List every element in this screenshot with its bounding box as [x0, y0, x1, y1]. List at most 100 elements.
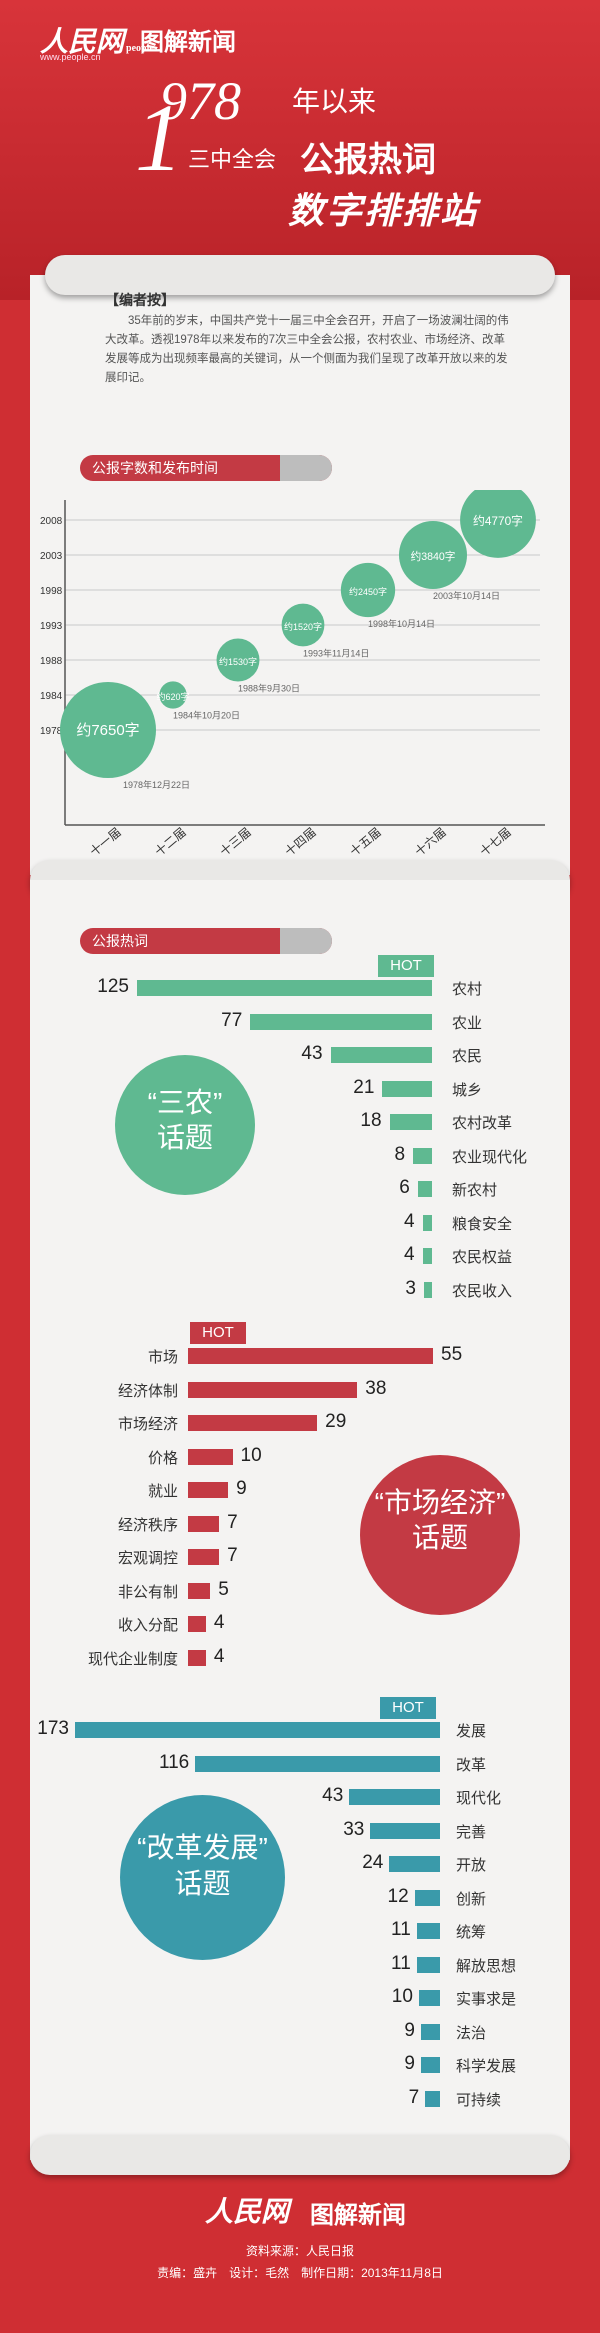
- bubble: [216, 638, 260, 682]
- bar-label: 农村: [452, 981, 483, 998]
- bar-value: 33: [343, 1818, 365, 1840]
- bubble: [159, 681, 187, 709]
- bar: [188, 1515, 220, 1532]
- bar-value: 7: [408, 2086, 420, 2108]
- bubble-label: 约7650字: [76, 722, 139, 739]
- y-tick: 1978: [40, 726, 63, 737]
- bar: [416, 1956, 440, 1973]
- bar-value: 9: [236, 1478, 247, 1499]
- hot-badge: HOT: [380, 1697, 436, 1719]
- bar-label: 经济秩序: [117, 1516, 178, 1534]
- bar: [413, 1147, 432, 1164]
- bar-value: 55: [441, 1344, 463, 1365]
- bar: [188, 1482, 229, 1498]
- bar-label: 市场经济: [117, 1416, 178, 1433]
- x-tick: 十五届: [347, 825, 384, 859]
- bar: [349, 1789, 440, 1805]
- hot-badge: HOT: [378, 955, 434, 977]
- bar-value: 10: [391, 1986, 413, 2007]
- bar-label: 农村改革: [452, 1115, 513, 1132]
- bubble: [398, 520, 468, 590]
- bar-value: 43: [322, 1785, 344, 1806]
- bar-label: 农民: [452, 1048, 483, 1065]
- y-tick: 1998: [40, 586, 63, 597]
- x-tick: 十七届: [477, 825, 514, 859]
- bar: [188, 1348, 433, 1364]
- bar: [188, 1616, 206, 1632]
- bubble: [281, 603, 325, 647]
- date-label: 1978年12月22日: [123, 779, 190, 790]
- bar-label: 开放: [456, 1857, 487, 1874]
- topic-text-2: 话题: [411, 1522, 468, 1553]
- bar-label: 现代企业制度: [87, 1650, 178, 1668]
- bar: [188, 1582, 211, 1599]
- bar: [418, 1990, 440, 2006]
- bar: [421, 2057, 440, 2073]
- topic-bubble: [120, 1795, 285, 1960]
- bar-label: 改革: [456, 1756, 487, 1774]
- date-label: 1998年10月14日: [368, 618, 435, 629]
- bar-label: 发展: [456, 1723, 487, 1740]
- bar-label: 粮食安全: [452, 1215, 513, 1233]
- plenary-text: 三中全会: [188, 147, 277, 172]
- bar-value: 173: [37, 1718, 69, 1739]
- bar-value: 4: [213, 1645, 225, 1667]
- date-label: 1993年11月14日: [303, 647, 369, 658]
- tujie-logo: 图解新闻: [140, 29, 236, 56]
- bar-value: 12: [387, 1885, 409, 1907]
- bar-value: 11: [391, 1952, 411, 1974]
- bar: [389, 1856, 440, 1872]
- chart-tab-hotwords: 公报热词: [80, 928, 332, 954]
- bar-value: 4: [403, 1210, 415, 1232]
- bar-label: 经济体制: [117, 1382, 178, 1400]
- keywords-title: 公报热词: [300, 141, 436, 179]
- bar-value: 11: [391, 1919, 411, 1940]
- bar-label: 创新: [456, 1890, 487, 1908]
- bar-value: 77: [221, 1009, 243, 1031]
- y-tick: 1984: [40, 691, 63, 702]
- x-tick: 十二届: [152, 825, 189, 859]
- bar: [416, 1923, 440, 1939]
- bar-value: 43: [301, 1043, 323, 1064]
- bubble-label: 约1530字: [219, 656, 257, 667]
- bar-label: 价格: [147, 1449, 178, 1467]
- bar-label: 完善: [456, 1823, 487, 1841]
- topic-text: “三农”: [147, 1087, 223, 1118]
- bar: [424, 1281, 432, 1298]
- bar: [421, 2023, 440, 2040]
- date-label: 1984年10月20日: [173, 710, 240, 721]
- bar-value: 5: [218, 1578, 229, 1600]
- note-body: 35年前的岁末，中国共产党十一届三中全会召开，开启了一场波澜壮阔的伟大改革。透视…: [105, 315, 509, 384]
- bar-value: 21: [353, 1076, 375, 1098]
- bubble-label: 约3840字: [411, 550, 456, 563]
- bar-value: 3: [405, 1277, 416, 1299]
- footer-people-logo: 人民网: [205, 2197, 290, 2228]
- bar: [188, 1649, 206, 1666]
- bar: [188, 1381, 358, 1398]
- bar-label: 可持续: [456, 2091, 502, 2109]
- bar-value: 9: [404, 2019, 415, 2041]
- bar-value: 7: [227, 1545, 238, 1566]
- y-tick: 1993: [40, 621, 63, 632]
- bar-label: 收入分配: [117, 1617, 178, 1634]
- bar-value: 7: [227, 1511, 238, 1533]
- date-label: 2003年10月14日: [433, 590, 500, 601]
- bar: [75, 1722, 440, 1738]
- note-title: 【编者按】: [105, 292, 175, 308]
- bar-label: 农业: [452, 1014, 483, 1032]
- y-tick: 2003: [40, 551, 63, 562]
- date-label: 1988年9月30日: [238, 682, 300, 693]
- bar-label: 统筹: [456, 1924, 487, 1941]
- bar: [330, 1047, 432, 1063]
- bar: [425, 2090, 440, 2107]
- y-tick: 1988: [40, 656, 63, 667]
- bar-label: 非公有制: [117, 1583, 178, 1601]
- bar: [188, 1549, 220, 1565]
- topic-text-2: 话题: [156, 1122, 213, 1153]
- x-tick: 十三届: [217, 825, 254, 859]
- bar-value: 116: [158, 1751, 190, 1773]
- bar-value: 10: [240, 1444, 262, 1466]
- bar: [370, 1822, 440, 1839]
- bar: [188, 1415, 318, 1431]
- bar-value: 125: [97, 976, 129, 997]
